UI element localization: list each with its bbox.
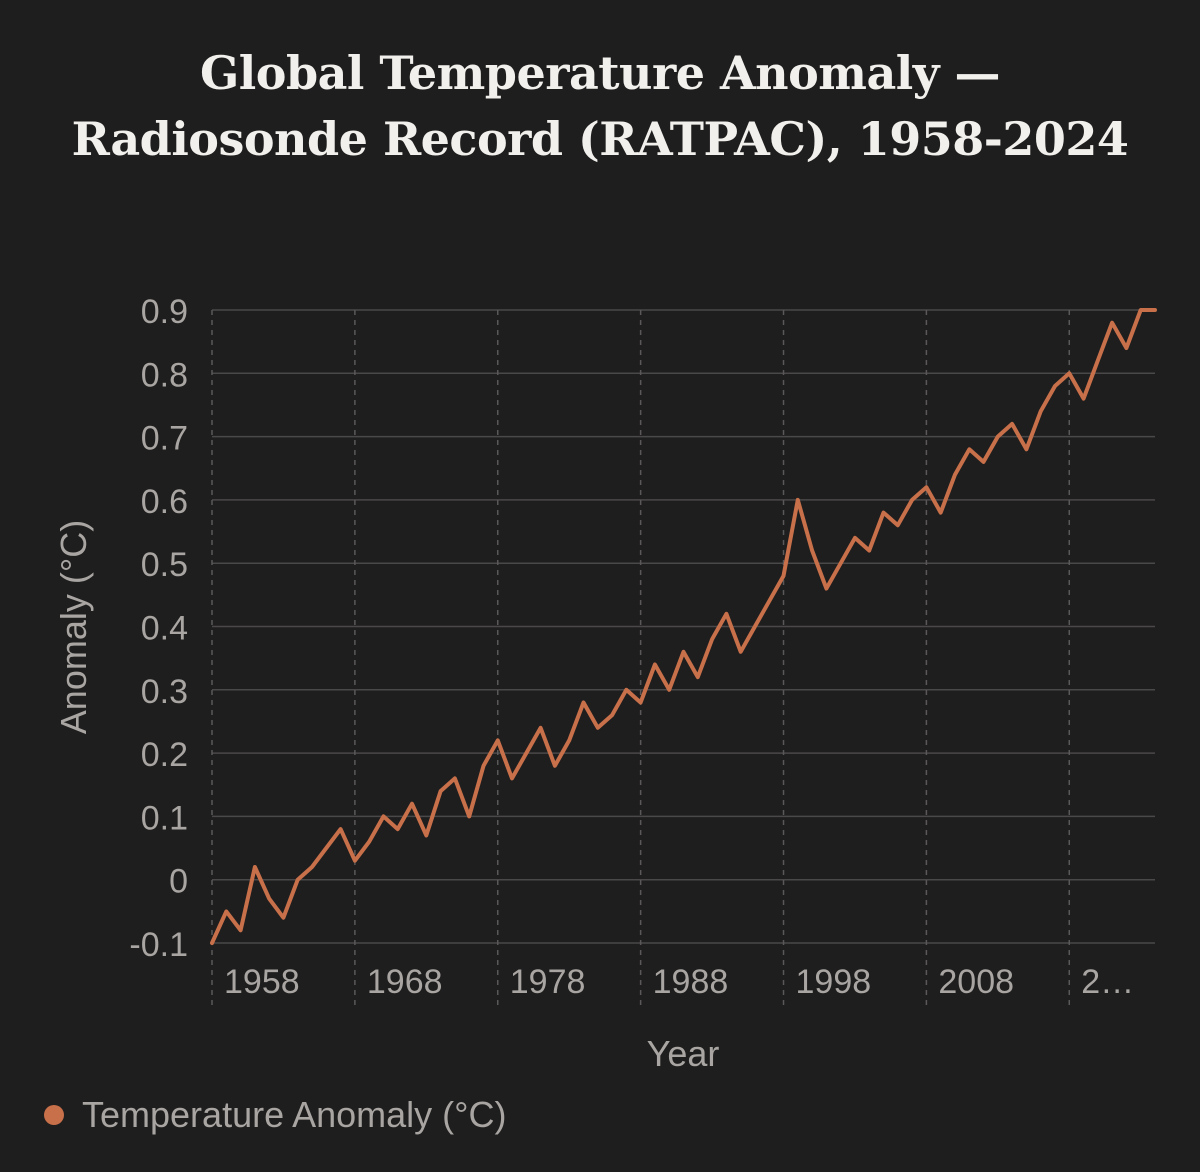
y-tick-label: 0.7 bbox=[141, 420, 188, 458]
y-tick-label: 0.4 bbox=[141, 610, 188, 648]
x-tick-label: 2008 bbox=[938, 963, 1014, 1001]
y-axis-title: Anomaly (°C) bbox=[53, 520, 94, 734]
x-axis-title: Year bbox=[647, 1033, 720, 1074]
y-tick-label: 0.8 bbox=[141, 356, 188, 394]
series-line bbox=[210, 308, 1157, 945]
legend-marker-icon bbox=[44, 1105, 64, 1125]
y-tick-label: 0.9 bbox=[141, 293, 188, 331]
x-tick-label: 1988 bbox=[653, 963, 729, 1001]
y-tick-label: 0.5 bbox=[141, 546, 188, 584]
y-tick-label: 0.1 bbox=[141, 799, 188, 837]
y-tick-label: 0.2 bbox=[141, 736, 188, 774]
x-tick-label: 1978 bbox=[510, 963, 586, 1001]
legend[interactable]: Temperature Anomaly (°C) bbox=[44, 1094, 507, 1136]
x-tick-label: 2… bbox=[1081, 963, 1134, 1001]
y-tick-label: 0.6 bbox=[141, 483, 188, 521]
legend-label: Temperature Anomaly (°C) bbox=[82, 1094, 507, 1135]
x-tick-label: 1958 bbox=[224, 963, 300, 1001]
chart-title: Global Temperature Anomaly — Radiosonde … bbox=[71, 46, 1129, 166]
y-tick-label: 0 bbox=[169, 863, 188, 901]
y-tick-label: -0.1 bbox=[129, 926, 188, 964]
x-tick-label: 1998 bbox=[796, 963, 872, 1001]
x-tick-label: 1968 bbox=[367, 963, 443, 1001]
y-tick-label: 0.3 bbox=[141, 673, 188, 711]
